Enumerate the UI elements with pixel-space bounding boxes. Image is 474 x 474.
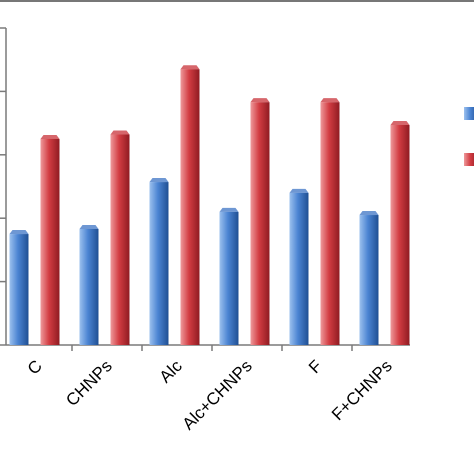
bar-cap bbox=[9, 230, 29, 235]
bar-cap bbox=[289, 188, 309, 193]
bar-alc-chnps-series-2 bbox=[250, 98, 270, 345]
legend-swatch-series-1 bbox=[464, 107, 474, 120]
bar-body bbox=[79, 228, 99, 345]
legend bbox=[464, 107, 474, 166]
bar-body bbox=[359, 215, 379, 345]
bar-alc-series-2 bbox=[180, 65, 200, 346]
x-tick-label: CHNPs bbox=[62, 356, 116, 410]
bar-alc-chnps-series-1 bbox=[219, 207, 239, 345]
x-tick-label: C bbox=[24, 356, 46, 378]
bar-cap bbox=[390, 121, 410, 126]
bar-body bbox=[289, 192, 309, 345]
x-tick-label: F+CHNPs bbox=[328, 356, 396, 424]
bar-body bbox=[320, 102, 340, 345]
x-tick-label: Alc bbox=[156, 356, 186, 386]
bar-body bbox=[250, 102, 270, 345]
bar-cap bbox=[320, 98, 340, 103]
bar-c-series-1 bbox=[9, 230, 29, 345]
bar-f-series-2 bbox=[320, 98, 340, 345]
bar-body bbox=[219, 211, 239, 345]
bar-cap bbox=[110, 130, 130, 135]
chart-top-border bbox=[0, 0, 474, 2]
bar-chnps-series-1 bbox=[79, 224, 99, 345]
bar-c-series-2 bbox=[40, 134, 60, 345]
bar-body bbox=[9, 234, 29, 345]
x-tick-label: F bbox=[305, 356, 326, 377]
bar-body bbox=[390, 125, 410, 345]
bar-cap bbox=[149, 178, 169, 183]
bar-cap bbox=[180, 65, 200, 70]
bar-chnps-series-2 bbox=[110, 130, 130, 345]
bar-body bbox=[40, 138, 60, 345]
bar-cap bbox=[250, 98, 270, 103]
bar-body bbox=[149, 182, 169, 345]
bar-cap bbox=[40, 134, 60, 139]
x-tick-label: Alc+CHNPs bbox=[179, 356, 256, 433]
bar-alc-series-1 bbox=[149, 178, 169, 345]
bar-f-chnps-series-2 bbox=[390, 121, 410, 345]
bar-cap bbox=[359, 211, 379, 216]
legend-swatch-series-2 bbox=[464, 153, 474, 166]
bar-body bbox=[180, 69, 200, 346]
bar-body bbox=[110, 134, 130, 345]
bar-cap bbox=[79, 224, 99, 229]
bar-f-chnps-series-1 bbox=[359, 211, 379, 345]
bar-f-series-1 bbox=[289, 188, 309, 345]
bar-cap bbox=[219, 207, 239, 212]
